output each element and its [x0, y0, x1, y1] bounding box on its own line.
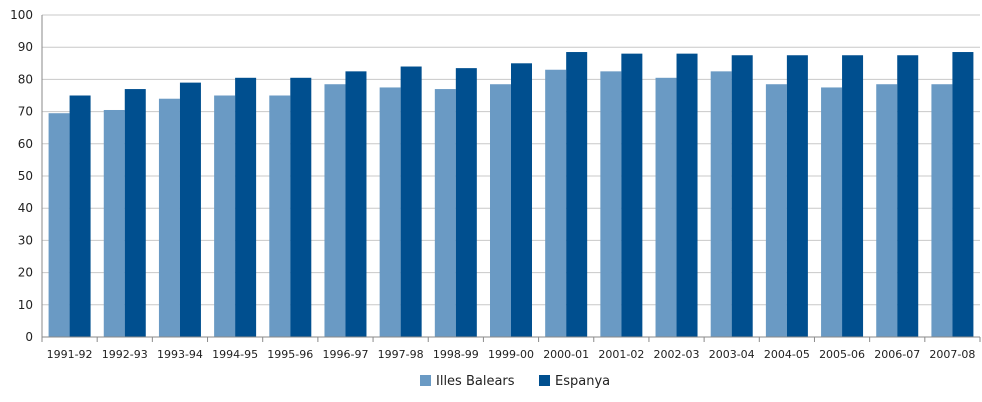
- bar-illes-balears-2003-04: [710, 71, 732, 337]
- x-tick-label: 2001-02: [598, 348, 644, 361]
- x-tick-label: 1996-97: [322, 348, 368, 361]
- bar-espanya-2007-08: [952, 52, 974, 337]
- bar-espanya-1999-00: [511, 63, 532, 338]
- y-tick-label: 0: [25, 330, 33, 344]
- bar-illes-balears-2002-03: [655, 77, 677, 337]
- bar-espanya-2003-04: [731, 55, 753, 337]
- bar-espanya-1993-94: [179, 82, 201, 338]
- x-tick-label: 2007-08: [929, 348, 975, 361]
- x-tick-label: 2004-05: [764, 348, 810, 361]
- bar-espanya-1995-96: [290, 77, 312, 337]
- y-tick-label: 20: [18, 266, 33, 280]
- x-axis: 1991-92 1992-93 1993-94 1994-95 1995-96 1996-…: [41, 336, 981, 361]
- bar-espanya-2004-05: [786, 55, 808, 337]
- bar-espanya-2002-03: [676, 53, 698, 337]
- y-tick-label: 50: [18, 169, 33, 183]
- y-tick-label: 100: [10, 8, 33, 22]
- x-tick-label: 2000-01: [543, 348, 589, 361]
- bar-espanya-1997-98: [400, 66, 422, 338]
- bar-illes-balears-1994-95: [214, 95, 236, 337]
- bar-espanya-2005-06: [842, 55, 864, 337]
- y-tick-label: 10: [18, 298, 33, 312]
- bar-espanya-1991-92: [69, 95, 91, 337]
- x-tick-label: 1993-94: [157, 348, 203, 361]
- bar-espanya-1992-93: [124, 89, 146, 337]
- bar-illes-balears-1992-93: [103, 109, 125, 338]
- bar-espanya-2001-02: [621, 53, 643, 337]
- bar-illes-balears-1991-92: [48, 113, 70, 338]
- x-tick-label: 1999-00: [488, 348, 534, 361]
- y-axis: 0 10 20 30 40 50 60 70 80 90 100: [10, 8, 43, 344]
- bar-illes-balears-1993-94: [158, 98, 180, 337]
- x-tick-label: 2005-06: [819, 348, 865, 361]
- bar-illes-balears-1998-99: [434, 89, 456, 337]
- bar-illes-balears-1995-96: [269, 95, 291, 337]
- y-tick-label: 80: [18, 72, 33, 86]
- legend-swatch-illes-balears: [420, 375, 431, 386]
- x-tick-label: 2006-07: [874, 348, 920, 361]
- y-tick-label: 30: [18, 233, 33, 247]
- y-tick-label: 70: [18, 105, 33, 119]
- x-tick-label: 1998-99: [433, 348, 479, 361]
- y-tick-label: 60: [18, 137, 33, 151]
- y-tick-label: 90: [18, 40, 33, 54]
- legend-swatch-espanya: [539, 375, 550, 386]
- x-tick-label: 1997-98: [378, 348, 424, 361]
- bar-espanya-1994-95: [235, 77, 257, 337]
- bar-illes-balears-2005-06: [821, 87, 843, 337]
- bar-illes-balears-2007-08: [931, 84, 953, 337]
- x-tick-label: 1994-95: [212, 348, 258, 361]
- bar-illes-balears-2006-07: [876, 84, 898, 337]
- bar-espanya-2000-01: [566, 52, 588, 337]
- bar-illes-balears-2000-01: [545, 69, 567, 338]
- legend-label-illes-balears: Illes Balears: [436, 374, 515, 389]
- bar-espanya-1998-99: [455, 68, 477, 337]
- bar-illes-balears-1996-97: [324, 84, 346, 337]
- x-tick-label: 1992-93: [102, 348, 148, 361]
- bar-espanya-2006-07: [897, 55, 919, 337]
- bar-espanya-1996-97: [345, 71, 367, 337]
- bar-illes-balears-1999-00: [490, 84, 511, 337]
- legend: Illes Balears Espanya: [420, 374, 610, 389]
- x-tick-label: 1991-92: [47, 348, 93, 361]
- x-tick-label: 2002-03: [654, 348, 700, 361]
- x-tick-label: 1995-96: [267, 348, 313, 361]
- x-tick-label: 2003-04: [709, 348, 755, 361]
- bar-illes-balears-1997-98: [379, 87, 401, 337]
- legend-label-espanya: Espanya: [555, 374, 610, 389]
- bar-illes-balears-2004-05: [765, 84, 787, 337]
- y-tick-label: 40: [18, 201, 33, 215]
- bars: [48, 52, 974, 338]
- bar-illes-balears-2001-02: [600, 71, 622, 337]
